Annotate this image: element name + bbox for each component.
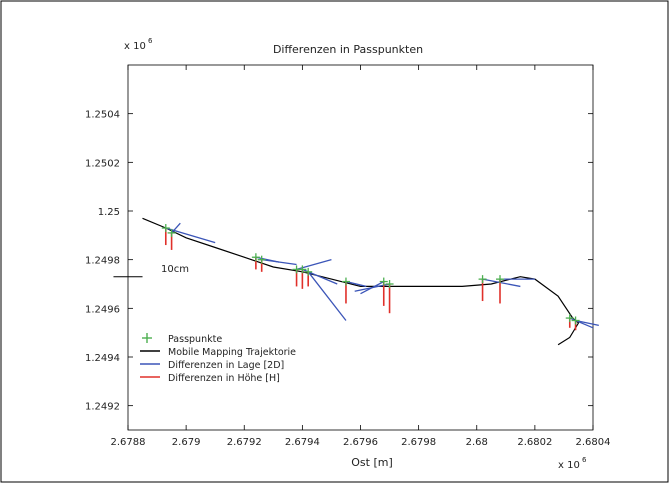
x-tick-label: 2.6798: [401, 437, 436, 448]
diff-2d-vector: [569, 317, 594, 329]
control-point-marker: [161, 224, 170, 233]
control-point-marker: [298, 265, 307, 274]
y-tick-label: 1.2498: [85, 256, 120, 267]
y-tick-label: 1.2492: [85, 402, 120, 413]
legend-label: Mobile Mapping Trajektorie: [168, 347, 296, 358]
x-exponent: x 10 6: [558, 456, 587, 471]
diff-2d-vector: [261, 259, 297, 266]
y-exponent-base: x 10: [124, 41, 146, 52]
scale-bar: 10cm: [113, 264, 189, 278]
control-point-marker: [304, 267, 313, 276]
control-point-marker: [341, 277, 350, 286]
y-exponent-power: 6: [148, 37, 153, 45]
legend-label: Passpunkte: [168, 334, 222, 345]
x-tick-label: 2.6792: [227, 437, 262, 448]
diff-2d-vector: [171, 222, 181, 234]
y-tick-label: 1.2504: [85, 110, 120, 121]
y-tick-label: 1.25: [98, 207, 120, 218]
diff-2d-vector: [307, 271, 347, 321]
y-tick-label: 1.2496: [85, 304, 120, 315]
y-exponent: x 10 6: [124, 37, 153, 52]
x-tick-label: 2.6788: [111, 437, 146, 448]
legend-item: Mobile Mapping Trajektorie: [140, 347, 296, 358]
x-tick-label: 2.6802: [517, 437, 552, 448]
legend-item: Passpunkte: [142, 333, 222, 345]
control-point-marker: [478, 275, 487, 284]
legend: Passpunkte Mobile Mapping Trajektorie Diff…: [140, 333, 296, 384]
y-tick-label: 1.2502: [85, 158, 120, 169]
legend-label: Differenzen in Lage [2D]: [168, 360, 284, 371]
chart-title: Differenzen in Passpunkten: [273, 43, 423, 56]
control-point-marker: [251, 253, 260, 262]
legend-item: Differenzen in Höhe [H]: [140, 373, 280, 384]
control-point-marker: [385, 280, 394, 288]
x-tick-label: 2.6794: [285, 437, 320, 448]
legend-item: Differenzen in Lage [2D]: [140, 360, 284, 371]
x-tick-label: 2.68: [466, 437, 488, 448]
x-exponent-power: 6: [582, 456, 587, 464]
x-tick-label: 2.679: [172, 437, 201, 448]
x-exponent-base: x 10: [558, 460, 580, 471]
data-layer: [142, 217, 599, 346]
control-point-marker: [565, 314, 574, 323]
control-point-marker: [257, 255, 266, 264]
control-point-marker: [167, 228, 176, 237]
x-tick-label: 2.6796: [343, 437, 378, 448]
ticks-layer: 2.6788 2.679 2.6792 2.6794 2.6796 2.6798 2.68 2…: [85, 65, 611, 448]
x-tick-label: 2.6804: [576, 437, 611, 448]
diff-2d-vector: [345, 280, 367, 288]
diff-2d-vector: [482, 278, 521, 288]
control-point-marker: [571, 316, 580, 325]
control-point-marker: [496, 275, 504, 284]
control-point-marker: [379, 277, 388, 286]
y-tick-label: 1.2494: [85, 353, 120, 364]
legend-label: Differenzen in Höhe [H]: [168, 373, 280, 384]
scale-bar-label: 10cm: [161, 264, 189, 275]
diff-2d-vector: [575, 319, 599, 327]
x-axis-label: Ost [m]: [351, 456, 393, 469]
